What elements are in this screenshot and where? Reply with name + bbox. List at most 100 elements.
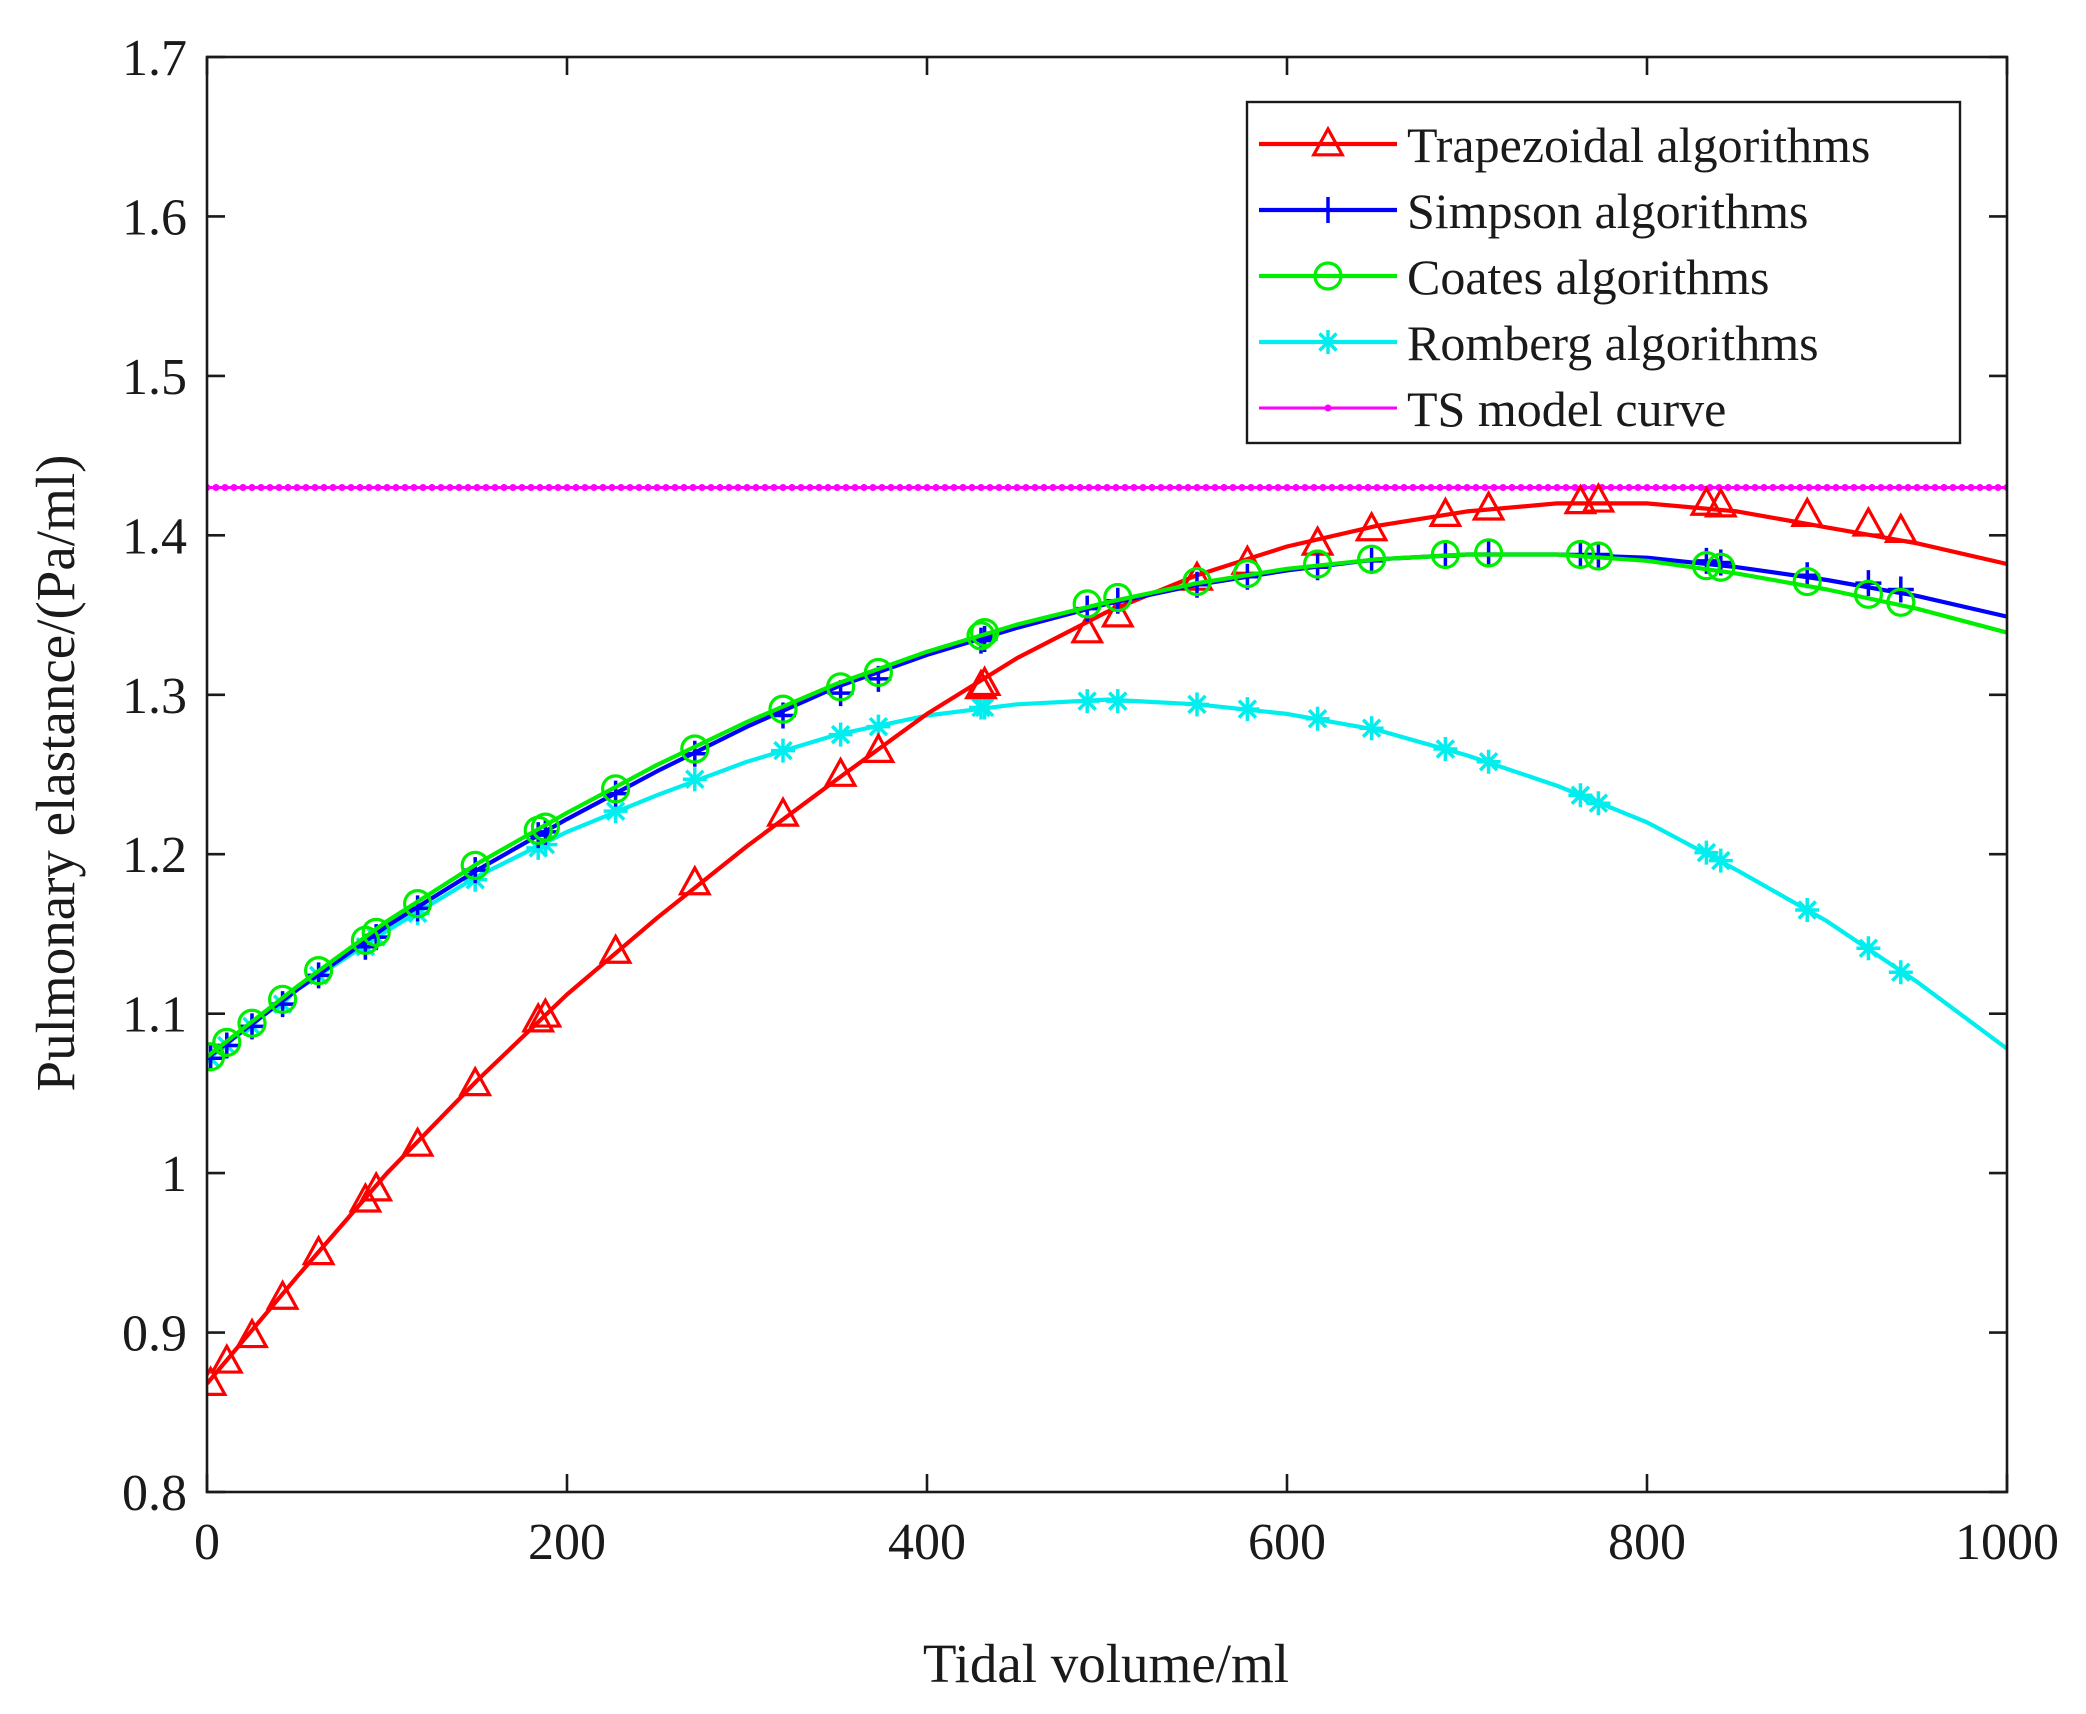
trapezoidal-algorithms-marker <box>209 1342 244 1374</box>
trapezoidal-algorithms-marker <box>458 1065 493 1097</box>
ts-model-curve-marker <box>1184 484 1192 491</box>
romberg-algorithms-marker <box>1105 689 1130 714</box>
legend-label: Coates algorithms <box>1407 249 1769 305</box>
ts-model-curve-marker <box>1625 484 1633 491</box>
ts-model-curve-marker <box>1931 484 1939 491</box>
trapezoidal-algorithms-marker <box>400 1126 435 1157</box>
ts-model-curve-marker <box>1517 484 1525 491</box>
coates-algorithms-marker <box>1356 544 1387 574</box>
legend-swatch-marker <box>1316 330 1340 354</box>
ts-model-curve-marker <box>743 484 751 491</box>
ts-model-curve-marker <box>1004 484 1012 491</box>
ts-model-curve-marker <box>1526 484 1534 491</box>
ts-model-curve-marker <box>1688 484 1696 491</box>
trapezoidal-algorithms-marker <box>967 665 1002 697</box>
coates-algorithms-marker <box>212 1027 242 1057</box>
romberg-algorithms-marker <box>1708 848 1733 873</box>
ts-model-curve-marker <box>707 484 715 491</box>
ts-model-curve-marker <box>1436 484 1444 491</box>
ts-model-curve-marker <box>1202 484 1210 491</box>
coates-algorithms-marker <box>1430 539 1461 570</box>
romberg-algorithms-marker <box>1694 840 1719 865</box>
x-tick-label: 600 <box>1248 1514 1326 1571</box>
trapezoidal-algorithms-marker <box>1300 524 1335 556</box>
romberg-algorithms-marker <box>1433 736 1458 761</box>
ts-model-curve-marker <box>1247 484 1255 491</box>
ts-model-curve-marker <box>698 484 706 491</box>
ts-model-curve-marker <box>1103 484 1111 491</box>
y-axis-label: Pulmonary elastance/(Pa/ml) <box>25 455 86 1092</box>
ts-model-curve-marker <box>1112 484 1120 491</box>
ts-model-curve-marker <box>1220 484 1228 491</box>
romberg-algorithms-marker <box>828 722 853 747</box>
ts-model-curve-marker <box>1571 484 1579 491</box>
simpson-algorithms-marker <box>1794 562 1821 589</box>
coates-algorithms-marker <box>1583 541 1614 571</box>
ts-model-curve-marker <box>518 484 526 491</box>
ts-model-curve-marker <box>1400 484 1408 491</box>
coates-algorithms-marker <box>1302 549 1333 579</box>
ts-model-curve-marker <box>923 484 931 491</box>
coates-algorithms-marker <box>680 734 710 764</box>
coates-algorithms-marker <box>403 889 433 919</box>
coates-algorithms-marker <box>1232 558 1263 589</box>
coates-algorithms-marker <box>304 956 334 986</box>
ts-model-curve-marker <box>1265 484 1273 491</box>
simpson-algorithms-marker <box>207 1045 224 1072</box>
ts-model-curve-marker <box>1382 484 1390 491</box>
trapezoidal-algorithms-marker <box>1471 489 1506 521</box>
ts-model-curve-marker <box>356 484 364 491</box>
ts-model-curve-marker <box>1724 484 1732 491</box>
y-tick-label: 1.2 <box>122 827 187 884</box>
ts-model-curve-marker <box>572 484 580 491</box>
ts-model-curve-marker <box>1229 484 1237 491</box>
ts-model-curve-marker <box>941 484 949 491</box>
ts-model-curve-marker <box>1373 484 1381 491</box>
romberg-algorithms-marker <box>1888 960 1913 985</box>
ts-model-curve-marker <box>1769 484 1777 491</box>
ts-model-curve-marker <box>1076 484 1084 491</box>
ts-model-curve-marker <box>995 484 1003 491</box>
ts-model-curve-marker <box>1283 484 1291 491</box>
ts-model-curve-marker <box>1904 484 1912 491</box>
trapezoidal-algorithms-marker <box>823 756 858 787</box>
legend-item-ts-model-curve: TS model curve <box>1259 381 1726 437</box>
ts-model-curve-marker <box>221 484 229 491</box>
coates-algorithms-marker <box>966 621 996 651</box>
ts-model-curve-marker <box>1445 484 1453 491</box>
romberg-algorithms-marker <box>603 799 628 824</box>
ts-model-curve-marker <box>1607 484 1615 491</box>
ts-model-curve-marker <box>446 484 454 491</box>
ts-model-curve-marker <box>266 484 274 491</box>
ts-model-curve-marker <box>1418 484 1426 491</box>
ts-model-curve-marker <box>662 484 670 491</box>
ts-model-curve-marker <box>896 484 904 491</box>
ts-model-curve-marker <box>1472 484 1480 491</box>
ts-model-curve-marker <box>1562 484 1570 491</box>
ts-model-curve-marker <box>1787 484 1795 491</box>
ts-model-curve-marker <box>239 484 247 491</box>
ts-model-curve-marker <box>1751 484 1759 491</box>
ts-model-curve-marker <box>1841 484 1849 491</box>
ts-model-curve-marker <box>1994 484 2002 491</box>
coates-algorithms-marker <box>1706 552 1736 582</box>
trapezoidal-algorithms-marker <box>1851 505 1886 537</box>
ts-model-curve-marker <box>1013 484 1021 491</box>
trapezoidal-algorithms-marker <box>1070 612 1105 644</box>
romberg-algorithms-marker <box>1568 783 1593 808</box>
ts-model-curve-marker <box>1148 484 1156 491</box>
y-tick-label: 0.8 <box>122 1465 187 1522</box>
y-tick-label: 1.5 <box>122 349 187 406</box>
ts-model-curve-marker <box>1778 484 1786 491</box>
ts-model-curve-marker <box>464 484 472 491</box>
ts-model-curve-marker <box>1274 484 1282 491</box>
coates-algorithms-marker <box>1691 551 1722 581</box>
coates-algorithms-marker <box>460 850 490 880</box>
trapezoidal-algorithms-marker <box>861 732 896 763</box>
trapezoidal-algorithms-marker <box>521 1001 556 1033</box>
ts-model-curve-marker <box>1958 484 1966 491</box>
series-ts-model-curve <box>207 484 2007 491</box>
trapezoidal-algorithms-marker <box>1883 512 1918 543</box>
coates-algorithms-marker <box>530 812 561 842</box>
trapezoidal-algorithms-marker <box>528 996 563 1028</box>
